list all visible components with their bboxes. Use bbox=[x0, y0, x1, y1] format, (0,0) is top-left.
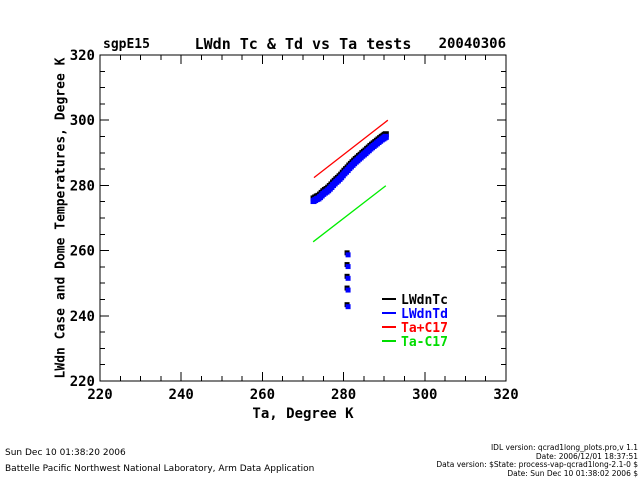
legend-label-ta-c17: Ta-C17 bbox=[401, 335, 448, 350]
legend-label-lwdntc: LWdnTc bbox=[401, 293, 448, 308]
lwdntd-outlier-point bbox=[345, 264, 351, 270]
footer-data-version: Data version: $State: process-vap-qcrad1… bbox=[436, 460, 638, 469]
legend-label-ta+c17: Ta+C17 bbox=[401, 321, 448, 336]
lwdntd-outlier-point bbox=[345, 252, 351, 258]
legend-label-lwdntd: LWdnTd bbox=[401, 307, 448, 322]
footer-idl-date: Date: 2006/12/01 18:37:51 bbox=[535, 451, 638, 461]
y-tick-label: 300 bbox=[70, 113, 95, 129]
y-tick-label: 260 bbox=[70, 244, 95, 260]
footer-timestamp: Sun Dec 10 01:38:20 2006 bbox=[5, 448, 126, 458]
x-tick-label: 300 bbox=[412, 387, 437, 403]
footer-idl-version: IDL version: qcrad1long_plots.pro,v 1.1 bbox=[490, 443, 638, 452]
x-tick-label: 240 bbox=[169, 387, 194, 403]
y-tick-label: 320 bbox=[70, 48, 95, 64]
lwdntd-outlier-point bbox=[345, 304, 351, 310]
x-tick-label: 260 bbox=[250, 387, 275, 403]
chart-title: LWdn Tc & Td vs Ta tests bbox=[194, 35, 412, 53]
footer-version-block: IDL version: qcrad1long_plots.pro,v 1.1 … bbox=[436, 443, 638, 478]
y-tick-label: 220 bbox=[70, 374, 95, 390]
lwdntd-outlier-point bbox=[345, 287, 351, 293]
x-tick-label: 220 bbox=[87, 387, 112, 403]
x-tick-label: 280 bbox=[331, 387, 356, 403]
lwdntd-outlier-point bbox=[345, 275, 351, 281]
ta-plus-c17-line bbox=[313, 119, 389, 179]
header-date: 20040306 bbox=[438, 36, 506, 52]
lwdntd-point bbox=[382, 133, 389, 140]
footer-data-date: Date: Sun Dec 10 01:38:02 2006 $ bbox=[507, 468, 638, 478]
y-tick-label: 280 bbox=[70, 178, 95, 194]
footer-organization: Battelle Pacific Northwest National Labo… bbox=[5, 464, 315, 474]
y-tick-label: 240 bbox=[70, 309, 95, 325]
x-axis-title: Ta, Degree K bbox=[252, 406, 354, 422]
site-label: sgpE15 bbox=[103, 37, 150, 52]
ta-minus-c17-line bbox=[312, 185, 387, 243]
x-tick-label: 320 bbox=[493, 387, 518, 403]
